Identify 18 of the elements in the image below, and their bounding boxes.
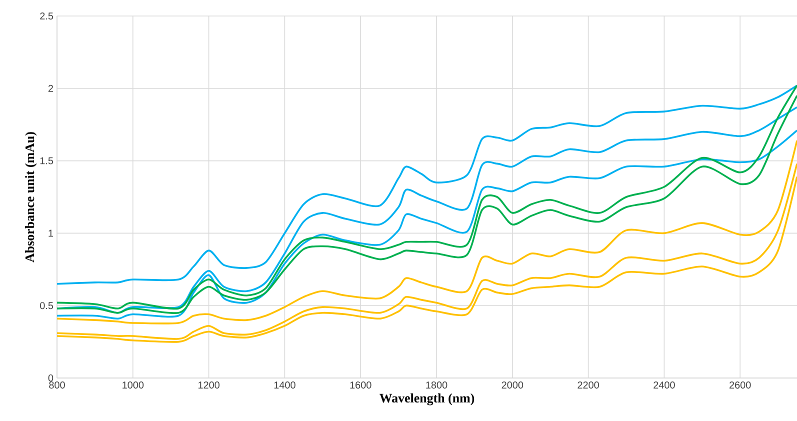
- y-tick-label: 2: [48, 84, 53, 92]
- x-tick-label: 1000: [122, 382, 144, 389]
- x-tick-label: 1800: [426, 382, 448, 389]
- x-tick-label: 1600: [350, 382, 372, 389]
- x-tick-label: 2600: [730, 382, 751, 389]
- x-tick-label: 2400: [654, 382, 675, 389]
- y-tick-label: 2.5: [40, 12, 54, 20]
- y-tick-label: 1: [48, 230, 53, 237]
- y-tick-label: 0.5: [40, 302, 54, 310]
- y-tick-label: 1.5: [40, 157, 54, 164]
- x-tick-label: 1200: [198, 382, 220, 389]
- x-axis-title: Wavelength (nm): [380, 393, 474, 406]
- y-tick-label: 0: [48, 374, 54, 382]
- x-tick-label: 800: [49, 382, 65, 389]
- y-axis-title: Absorbance unit (mAu): [25, 132, 37, 262]
- x-tick-label: 1400: [274, 382, 296, 389]
- x-tick-label: 2200: [578, 382, 599, 389]
- x-tick-label: 2000: [502, 382, 524, 389]
